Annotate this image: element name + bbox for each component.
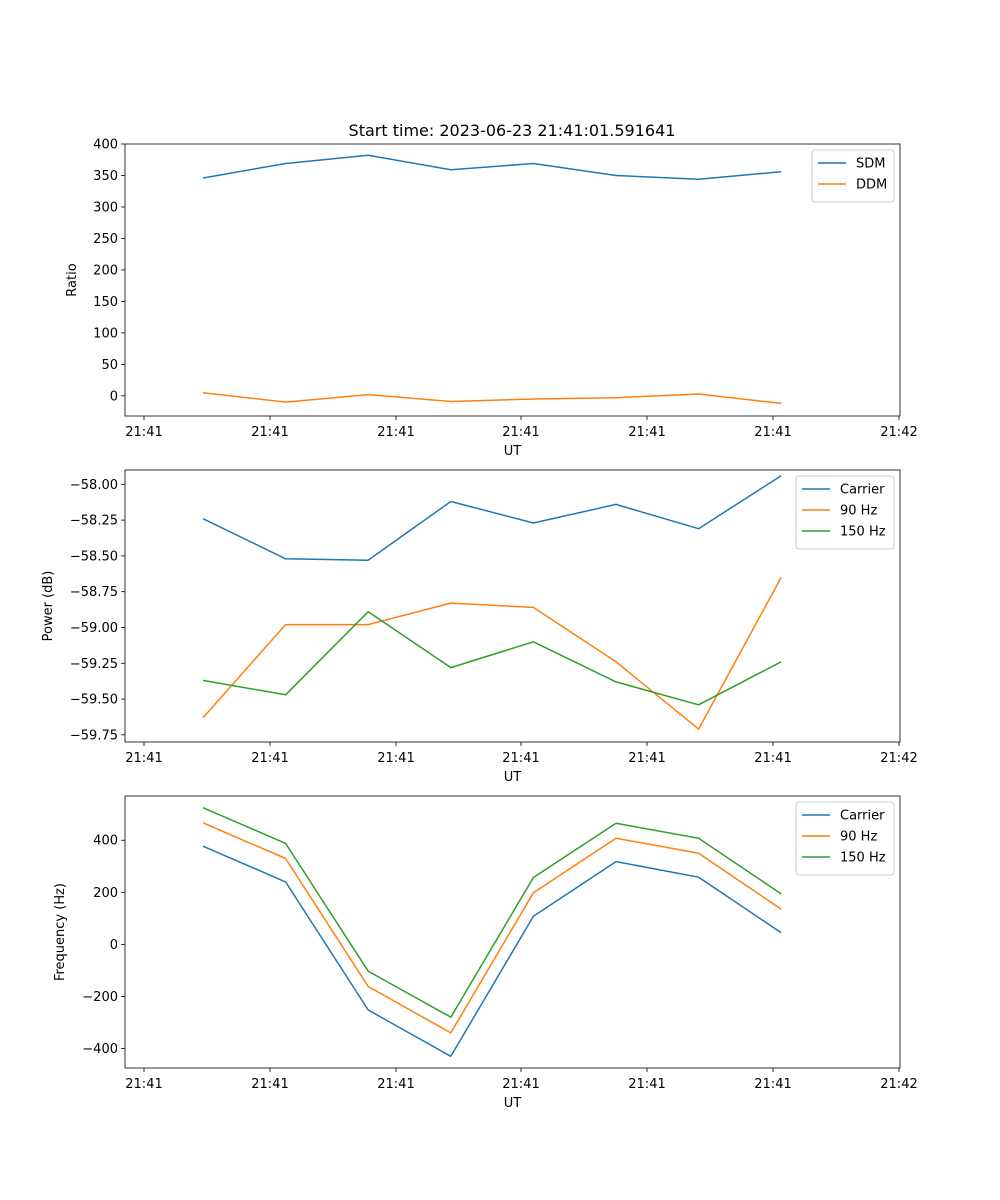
legend-entry: SDM [856, 157, 885, 172]
legend-entry: 90 Hz [840, 830, 877, 845]
x-axis-label: UT [504, 770, 522, 785]
y-tick-label: 400 [93, 138, 118, 153]
plot-frame [124, 143, 901, 417]
series-line-150-hz [202, 610, 782, 706]
x-tick-label: 21:41 [125, 751, 162, 766]
x-tick-label: 21:42 [880, 1077, 917, 1092]
x-tick-label: 21:41 [628, 1077, 665, 1092]
x-tick-label: 21:41 [251, 1077, 288, 1092]
x-tick-label: 21:41 [628, 751, 665, 766]
legend-entry: Carrier [840, 483, 885, 498]
x-tick-label: 21:42 [880, 751, 917, 766]
series-line-ddm [202, 391, 782, 405]
y-tick-label: 200 [93, 263, 118, 278]
y-tick-label: 100 [93, 326, 118, 341]
y-tick-label: −58.25 [70, 514, 118, 529]
y-tick-label: 150 [93, 295, 118, 310]
series-line-carrier [202, 845, 782, 1058]
y-tick-label: −400 [82, 1042, 118, 1057]
series-line-90-hz [202, 577, 782, 730]
legend-entry: 150 Hz [840, 525, 886, 540]
series-line-150-hz [202, 807, 782, 1018]
series-line-90-hz [202, 822, 782, 1034]
x-axis-label: UT [504, 444, 522, 459]
chart-panel-2: 21:41 21:41 21:41 21:41 21:41 21:41 21:42 −59.7… [41, 469, 918, 785]
x-tick-label: 21:41 [377, 1077, 414, 1092]
y-tick-label: −58.50 [70, 549, 118, 564]
plot-frame [124, 795, 901, 1069]
x-tick-label: 21:41 [502, 1077, 539, 1092]
x-tick-label: 21:41 [251, 425, 288, 440]
y-axis-label: Frequency (Hz) [53, 883, 68, 981]
legend-entry: 150 Hz [840, 851, 886, 866]
y-tick-label: −59.75 [70, 728, 118, 743]
y-tick-label: −59.00 [70, 621, 118, 636]
x-tick-label: 21:41 [754, 425, 791, 440]
y-tick-label: −59.50 [70, 693, 118, 708]
y-tick-label: 350 [93, 169, 118, 184]
y-tick-label: 400 [93, 834, 118, 849]
x-tick-label: 21:41 [754, 1077, 791, 1092]
x-tick-label: 21:41 [502, 751, 539, 766]
legend: SDM DDM [811, 149, 895, 203]
legend-entry: Carrier [840, 809, 885, 824]
plot-frame [124, 469, 901, 743]
x-tick-label: 21:41 [377, 425, 414, 440]
x-tick-label: 21:41 [125, 425, 162, 440]
x-tick-label: 21:41 [754, 751, 791, 766]
x-tick-label: 21:42 [880, 425, 917, 440]
y-tick-label: −200 [82, 990, 118, 1005]
x-axis-label: UT [504, 1096, 522, 1111]
legend-entry: DDM [856, 178, 887, 193]
y-tick-label: −58.00 [70, 478, 118, 493]
y-tick-label: −59.25 [70, 657, 118, 672]
y-tick-label: 250 [93, 232, 118, 247]
legend: Carrier 90 Hz 150 Hz [795, 801, 895, 876]
legend: Carrier 90 Hz 150 Hz [795, 475, 895, 550]
chart-panel-3: 21:41 21:41 21:41 21:41 21:41 21:41 21:42 −400 −… [53, 795, 918, 1111]
y-tick-label: 50 [101, 358, 118, 373]
y-axis-label: Power (dB) [41, 571, 56, 642]
legend-entry: 90 Hz [840, 504, 877, 519]
y-tick-label: 0 [110, 389, 118, 404]
series-line-carrier [202, 475, 782, 561]
y-tick-label: −58.75 [70, 585, 118, 600]
chart-panel-1: 21:41 21:41 21:41 21:41 21:41 21:41 21:42 0 50 10… [65, 138, 918, 460]
figure-title: Start time: 2023-06-23 21:41:01.591641 [349, 121, 676, 140]
x-tick-label: 21:41 [377, 751, 414, 766]
x-tick-label: 21:41 [628, 425, 665, 440]
y-tick-label: 300 [93, 200, 118, 215]
series-line-sdm [202, 154, 782, 181]
y-axis-label: Ratio [65, 263, 80, 296]
x-tick-label: 21:41 [251, 751, 288, 766]
x-tick-label: 21:41 [502, 425, 539, 440]
y-tick-label: 0 [110, 938, 118, 953]
y-tick-label: 200 [93, 886, 118, 901]
x-tick-label: 21:41 [125, 1077, 162, 1092]
